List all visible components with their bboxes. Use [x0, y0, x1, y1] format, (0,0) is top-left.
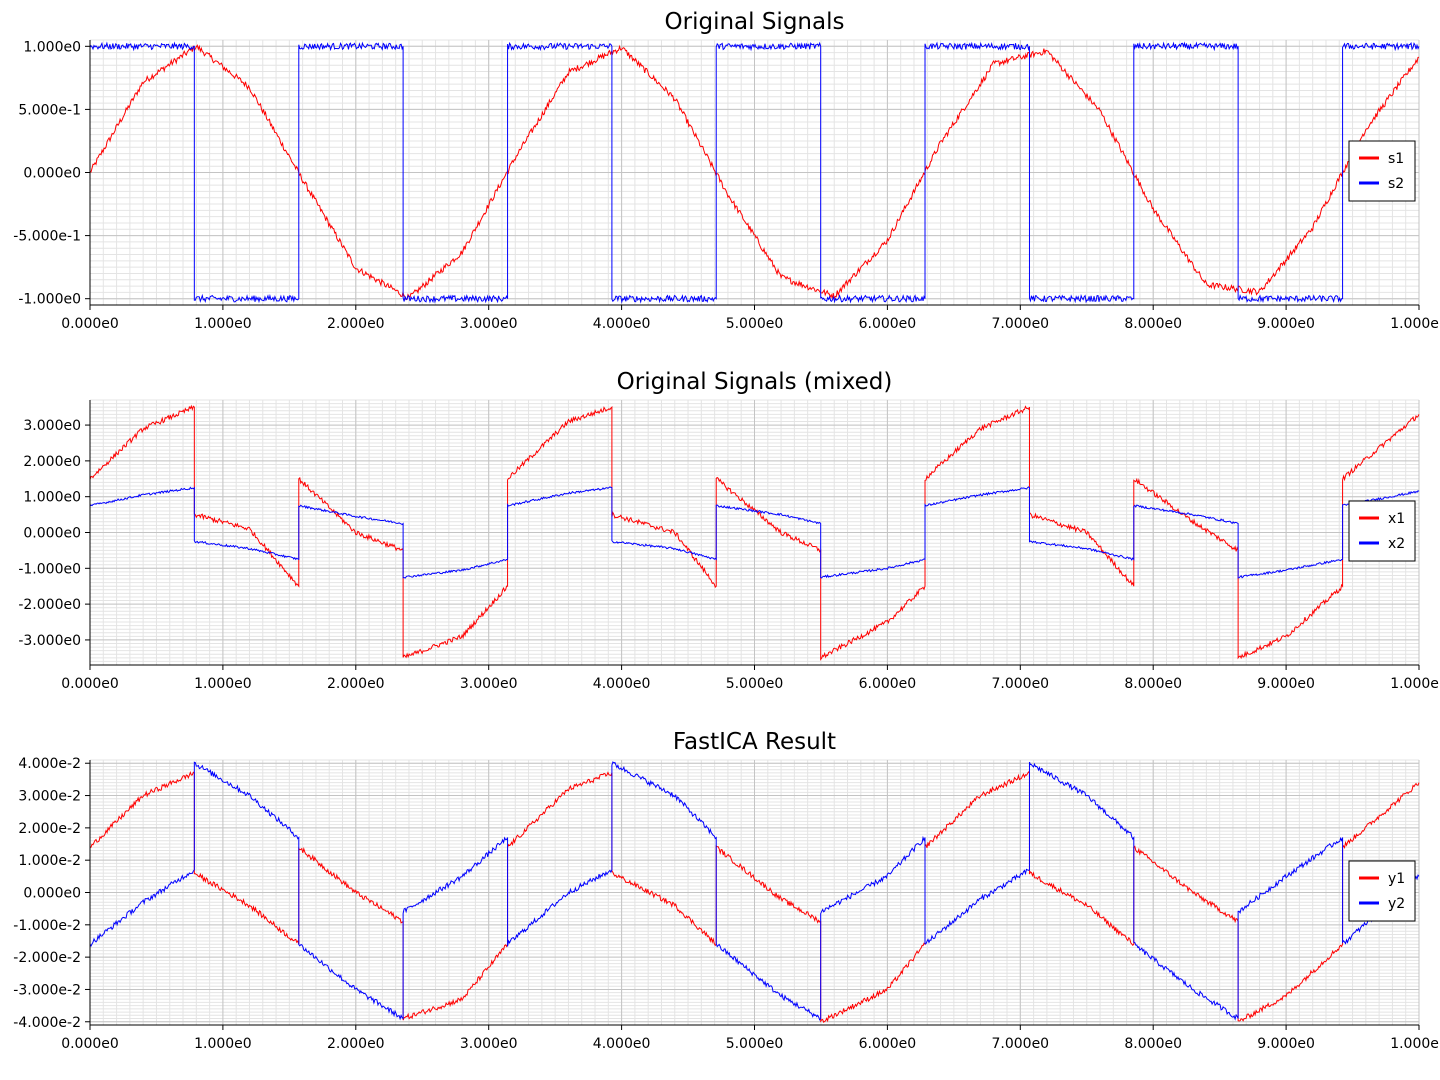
- chart-panel-1: 0.000e0 1.000e0 2.000e0 3.000e0 4.000e0 5.000…: [13, 9, 1440, 332]
- chart-title: Original Signals (mixed): [617, 369, 893, 395]
- series-line-s2: [89, 41, 1420, 304]
- y-tick-label: 1.000e0: [23, 39, 81, 55]
- y-tick-label: 4.000e-2: [18, 756, 81, 772]
- x-tick-label: 3.000e0: [460, 1036, 518, 1052]
- x-tick-label: 7.000e0: [991, 316, 1049, 332]
- y-tick-label: 2.000e-2: [18, 821, 81, 837]
- legend: y1 y2: [1348, 860, 1416, 922]
- y-tick-label: 3.000e-2: [18, 789, 81, 805]
- x-tick-label: 0.000e0: [61, 1036, 119, 1052]
- x-tick-label: 2.000e0: [327, 1036, 385, 1052]
- legend-box: [1348, 500, 1416, 562]
- legend-label-y1: y1: [1388, 871, 1405, 887]
- legend-label-s2: s2: [1388, 176, 1404, 192]
- x-tick-label: 9.000e0: [1257, 676, 1315, 692]
- y-tick-label: 5.000e-1: [18, 102, 81, 118]
- y-tick-label: -1.000e-2: [13, 918, 81, 934]
- legend: s1 s2: [1348, 140, 1416, 202]
- x-tick-label: 4.000e0: [593, 676, 651, 692]
- series-line-y1: [89, 771, 1420, 1023]
- y-tick-label: 3.000e0: [23, 418, 81, 434]
- x-tick-label: 3.000e0: [460, 676, 518, 692]
- chart-panel-2: 0.000e0 1.000e0 2.000e0 3.000e0 4.000e0 5.000…: [18, 369, 1440, 692]
- x-tick-label: 8.000e0: [1124, 316, 1182, 332]
- x-tick-label: 6.000e0: [859, 1036, 917, 1052]
- x-tick-label: 5.000e0: [726, 676, 784, 692]
- x-tick-label: 1.000e0: [194, 316, 252, 332]
- x-tick-label: 9.000e0: [1257, 1036, 1315, 1052]
- x-tick-label: 5.000e0: [726, 1036, 784, 1052]
- y-tick-label: 0.000e0: [23, 166, 81, 182]
- x-tick-label: 2.000e0: [327, 676, 385, 692]
- x-tick-label: 6.000e0: [859, 316, 917, 332]
- x-tick-label: 7.000e0: [991, 1036, 1049, 1052]
- series-line-y2: [89, 761, 1420, 1021]
- legend-box: [1348, 140, 1416, 202]
- series-line-x2: [89, 486, 1420, 579]
- y-tick-label: -4.000e-2: [13, 1015, 81, 1031]
- x-tick-label: 5.000e0: [726, 316, 784, 332]
- legend-label-s1: s1: [1388, 151, 1404, 167]
- y-tick-label: 1.000e-2: [18, 853, 81, 869]
- y-tick-label: -5.000e-1: [13, 229, 81, 245]
- chart-title: FastICA Result: [673, 729, 836, 755]
- legend-box: [1348, 860, 1416, 922]
- x-tick-label: 4.000e0: [593, 316, 651, 332]
- y-tick-label: -2.000e-2: [13, 950, 81, 966]
- x-tick-label: 7.000e0: [991, 676, 1049, 692]
- x-tick-label: 1.000e0: [194, 1036, 252, 1052]
- series-line-x1: [89, 404, 1420, 661]
- y-tick-label: 2.000e0: [23, 454, 81, 470]
- x-tick-label: 0.000e0: [61, 676, 119, 692]
- x-tick-label: 3.000e0: [460, 316, 518, 332]
- y-tick-label: -3.000e0: [18, 633, 81, 649]
- y-tick-label: -1.000e0: [18, 292, 81, 308]
- legend-label-x2: x2: [1388, 536, 1405, 552]
- series-line-s1: [89, 44, 1420, 301]
- legend: x1 x2: [1348, 500, 1416, 562]
- x-tick-label: 0.000e0: [61, 316, 119, 332]
- x-tick-label: 9.000e0: [1257, 316, 1315, 332]
- x-tick-label: 6.000e0: [859, 676, 917, 692]
- chart-panel-3: 0.000e0 1.000e0 2.000e0 3.000e0 4.000e0 5.000…: [13, 729, 1440, 1052]
- y-tick-label: -2.000e0: [18, 597, 81, 613]
- x-tick-label: 2.000e0: [327, 316, 385, 332]
- legend-label-x1: x1: [1388, 511, 1405, 527]
- legend-label-y2: y2: [1388, 896, 1405, 912]
- y-tick-label: 0.000e0: [23, 886, 81, 902]
- x-tick-label: 1.000e0: [194, 676, 252, 692]
- x-tick-label: 4.000e0: [593, 1036, 651, 1052]
- x-tick-label: 8.000e0: [1124, 1036, 1182, 1052]
- x-tick-label: 8.000e0: [1124, 676, 1182, 692]
- y-tick-label: 0.000e0: [23, 526, 81, 542]
- y-tick-label: -3.000e-2: [13, 982, 81, 998]
- y-tick-label: -1.000e0: [18, 561, 81, 577]
- y-tick-label: 1.000e0: [23, 490, 81, 506]
- chart-title: Original Signals: [665, 9, 845, 35]
